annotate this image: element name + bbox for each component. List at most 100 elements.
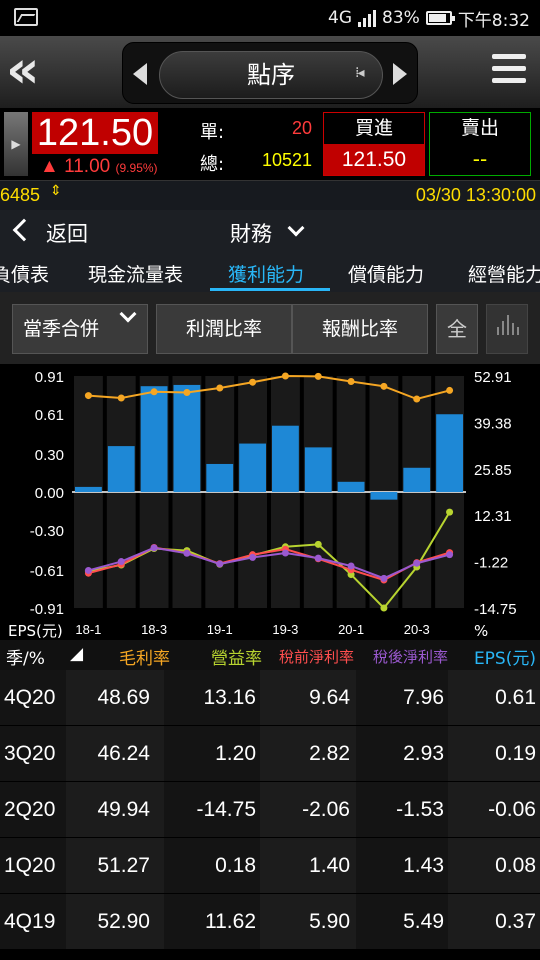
switch-icon[interactable]: ⁞◂ [355,65,365,81]
filter-row: 當季合併 利潤比率 報酬比率 全 [0,292,540,364]
series-point [446,551,454,559]
header-eps[interactable]: EPS(元) [473,649,536,669]
unit-volume-label: 單: [200,122,225,143]
prev-stock-icon[interactable] [133,63,147,85]
sub-header: 返回 財務 [0,210,540,254]
tab-balance-sheet[interactable]: 負債表 [0,264,50,286]
right-axis-unit: % [474,622,488,640]
buy-price: 121.50 [324,144,424,175]
network-label: 4G [328,8,353,28]
table-row[interactable]: 3Q20 46.24 1.20 2.82 2.93 0.19 [0,726,540,782]
back-button[interactable]: 返回 [46,222,88,246]
series-point [347,571,355,579]
corner-label: 季/% [6,649,45,669]
tab-profitability[interactable]: 獲利能力 [228,264,305,286]
eps-bar [173,384,201,492]
series-point [281,549,289,557]
series-point [150,388,158,396]
menu-icon[interactable] [492,54,526,90]
cell-bg [448,782,540,837]
double-back-icon[interactable]: « [6,40,40,100]
cell-bg [0,782,66,837]
sell-button[interactable]: 賣出 -- [429,112,531,176]
cell-bg [66,726,164,781]
cell-bg [66,782,164,837]
clock: 下午8:32 [457,10,530,31]
quarter-cell: 4Q19 [4,910,56,933]
series-point [347,562,355,570]
nav-bar: « 點序 ⁞◂ [0,36,540,108]
sort-corner-icon: ◢ [70,644,84,664]
chevron-down-icon[interactable] [287,219,305,237]
table-row[interactable]: 2Q20 49.94 -14.75 -2.06 -1.53 -0.06 [0,782,540,838]
left-tick-label: 0.61 [35,407,64,424]
stock-name[interactable]: 點序 [159,51,383,99]
status-bar: 4G 83% 下午8:32 [0,0,540,36]
value-cell: 0.18 [215,854,256,877]
return-ratio-button[interactable]: 報酬比率 [292,304,428,354]
price-change: ▲ 11.00 (9.95%) [40,156,158,178]
series-point [84,392,92,400]
left-tick-label: 0.30 [35,447,64,464]
header-aftertax-margin[interactable]: 稅後淨利率 [372,648,448,666]
section-dropdown[interactable]: 財務 [230,222,272,246]
sell-label: 賣出 [460,117,499,139]
series-point [446,508,454,516]
series-point [150,544,158,552]
right-tick-label: -14.75 [474,601,517,618]
value-cell: 51.27 [97,854,150,877]
sell-price: -- [472,147,488,171]
value-cell: 0.08 [495,854,536,877]
eps-bar [206,463,234,492]
quote-panel: ▶ 121.50 ▲ 11.00 (9.95%) 單: 20 總: 10521 … [0,108,540,180]
buy-button[interactable]: 買進 121.50 [323,112,425,176]
value-cell: 5.49 [403,910,444,933]
quarter-cell: 1Q20 [4,854,56,877]
value-cell: 9.64 [309,686,350,709]
eps-bar [304,447,332,492]
tab-operating[interactable]: 經營能力 [468,264,540,286]
next-stock-icon[interactable] [393,63,407,85]
eps-bar [239,443,266,492]
fullscreen-button[interactable]: 全 [436,304,478,354]
value-cell: 52.90 [97,910,150,933]
signal-icon [358,9,377,27]
value-cell: 1.43 [403,854,444,877]
value-cell: 0.61 [495,686,536,709]
period-dropdown[interactable]: 當季合併 [12,304,148,354]
quarter-cell: 3Q20 [4,742,56,765]
expand-tab-icon[interactable]: ▶ [4,112,28,176]
cell-bg [66,838,164,893]
left-tick-label: 0.91 [35,369,64,386]
series-point [314,554,322,562]
header-pretax-margin[interactable]: 稅前淨利率 [278,648,354,666]
left-tick-label: -0.61 [30,563,64,580]
series-point [249,553,257,561]
header-gross-margin[interactable]: 毛利率 [119,649,170,669]
series-point [314,372,322,380]
tab-cash-flow[interactable]: 現金流量表 [88,264,184,286]
series-point [281,372,289,380]
value-cell: 0.37 [495,910,536,933]
value-cell: 48.69 [97,686,150,709]
series-point [84,566,92,574]
x-tick-label: 20-3 [404,622,430,637]
profit-ratio-button[interactable]: 利潤比率 [156,304,292,354]
x-tick-label: 19-1 [207,622,233,637]
value-cell: 2.93 [403,742,444,765]
header-operating-margin[interactable]: 營益率 [211,649,262,669]
table-row[interactable]: 4Q20 48.69 13.16 9.64 7.96 0.61 [0,670,540,726]
table-row[interactable]: 1Q20 51.27 0.18 1.40 1.43 0.08 [0,838,540,894]
stock-switcher: 點序 ⁞◂ [122,42,418,104]
cell-bg [260,726,356,781]
updown-icon: ⇕ [50,183,62,199]
waveform-icon[interactable] [486,304,528,354]
tab-solvency[interactable]: 償債能力 [348,264,425,286]
back-chevron-icon[interactable] [12,218,36,242]
table-row[interactable]: 4Q19 52.90 11.62 5.90 5.49 0.37 [0,894,540,950]
eps-bar [272,425,299,492]
series-point [347,378,355,386]
x-tick-label: 18-3 [141,622,167,637]
series-point [380,604,388,612]
cell-bg [448,670,540,725]
